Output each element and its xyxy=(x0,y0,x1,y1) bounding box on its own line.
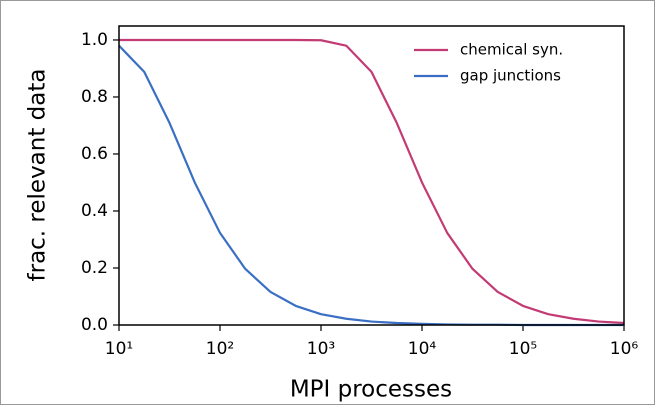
legend-label: chemical syn. xyxy=(460,41,563,59)
y-tick-label: 1.0 xyxy=(81,30,108,50)
x-tick-label: 10⁴ xyxy=(408,339,437,359)
x-tick-label: 10³ xyxy=(307,339,335,359)
y-tick-label: 0.4 xyxy=(81,201,108,221)
y-axis-label: frac. relevant data xyxy=(25,69,51,282)
x-tick-label: 10⁶ xyxy=(610,339,639,359)
legend-label: gap junctions xyxy=(460,67,561,85)
y-tick-label: 0.6 xyxy=(81,144,108,164)
y-tick-label: 0.8 xyxy=(81,87,108,107)
plot-frame xyxy=(118,25,625,326)
y-tick-label: 0.0 xyxy=(81,315,108,335)
x-tick-label: 10⁵ xyxy=(509,339,537,359)
series-line xyxy=(119,38,625,325)
x-tick-label: 10¹ xyxy=(105,339,133,359)
x-axis-label: MPI processes xyxy=(290,377,452,403)
x-tick-label: 10² xyxy=(206,339,234,359)
y-tick-label: 0.2 xyxy=(81,258,108,278)
